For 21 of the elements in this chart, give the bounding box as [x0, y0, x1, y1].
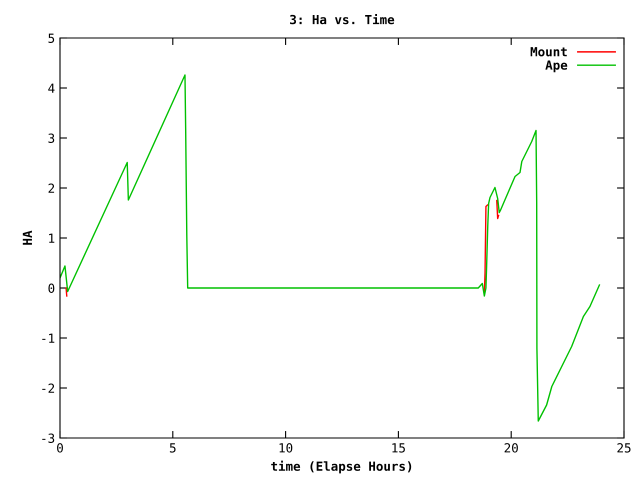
y-tick-label: 3	[48, 134, 54, 143]
legend-label: Ape	[545, 60, 568, 72]
legend-label: Mount	[530, 47, 567, 56]
x-axis-title: time (Elapse Hours)	[271, 460, 412, 474]
y-tick-label: -1	[42, 334, 54, 343]
y-tick-label: -3	[42, 434, 54, 443]
y-tick-label: -2	[42, 384, 54, 393]
x-tick-label: 5	[170, 443, 176, 453]
y-tick-label: 5	[48, 34, 54, 43]
x-tick-label: 25	[617, 443, 631, 453]
line-series	[60, 74, 600, 422]
y-axis-title: HA	[22, 230, 32, 245]
x-tick-label: 15	[392, 443, 405, 453]
x-tick-label: 20	[504, 443, 518, 453]
y-tick-label: 1	[49, 234, 54, 243]
x-tick-label: 10	[280, 443, 292, 453]
x-tick-label: 0	[57, 443, 63, 453]
chart-title: 3: Ha vs. Time	[290, 14, 394, 24]
y-tick-label: 0	[48, 284, 54, 293]
y-tick-label: 2	[48, 184, 54, 193]
y-tick-label: 4	[48, 84, 55, 93]
